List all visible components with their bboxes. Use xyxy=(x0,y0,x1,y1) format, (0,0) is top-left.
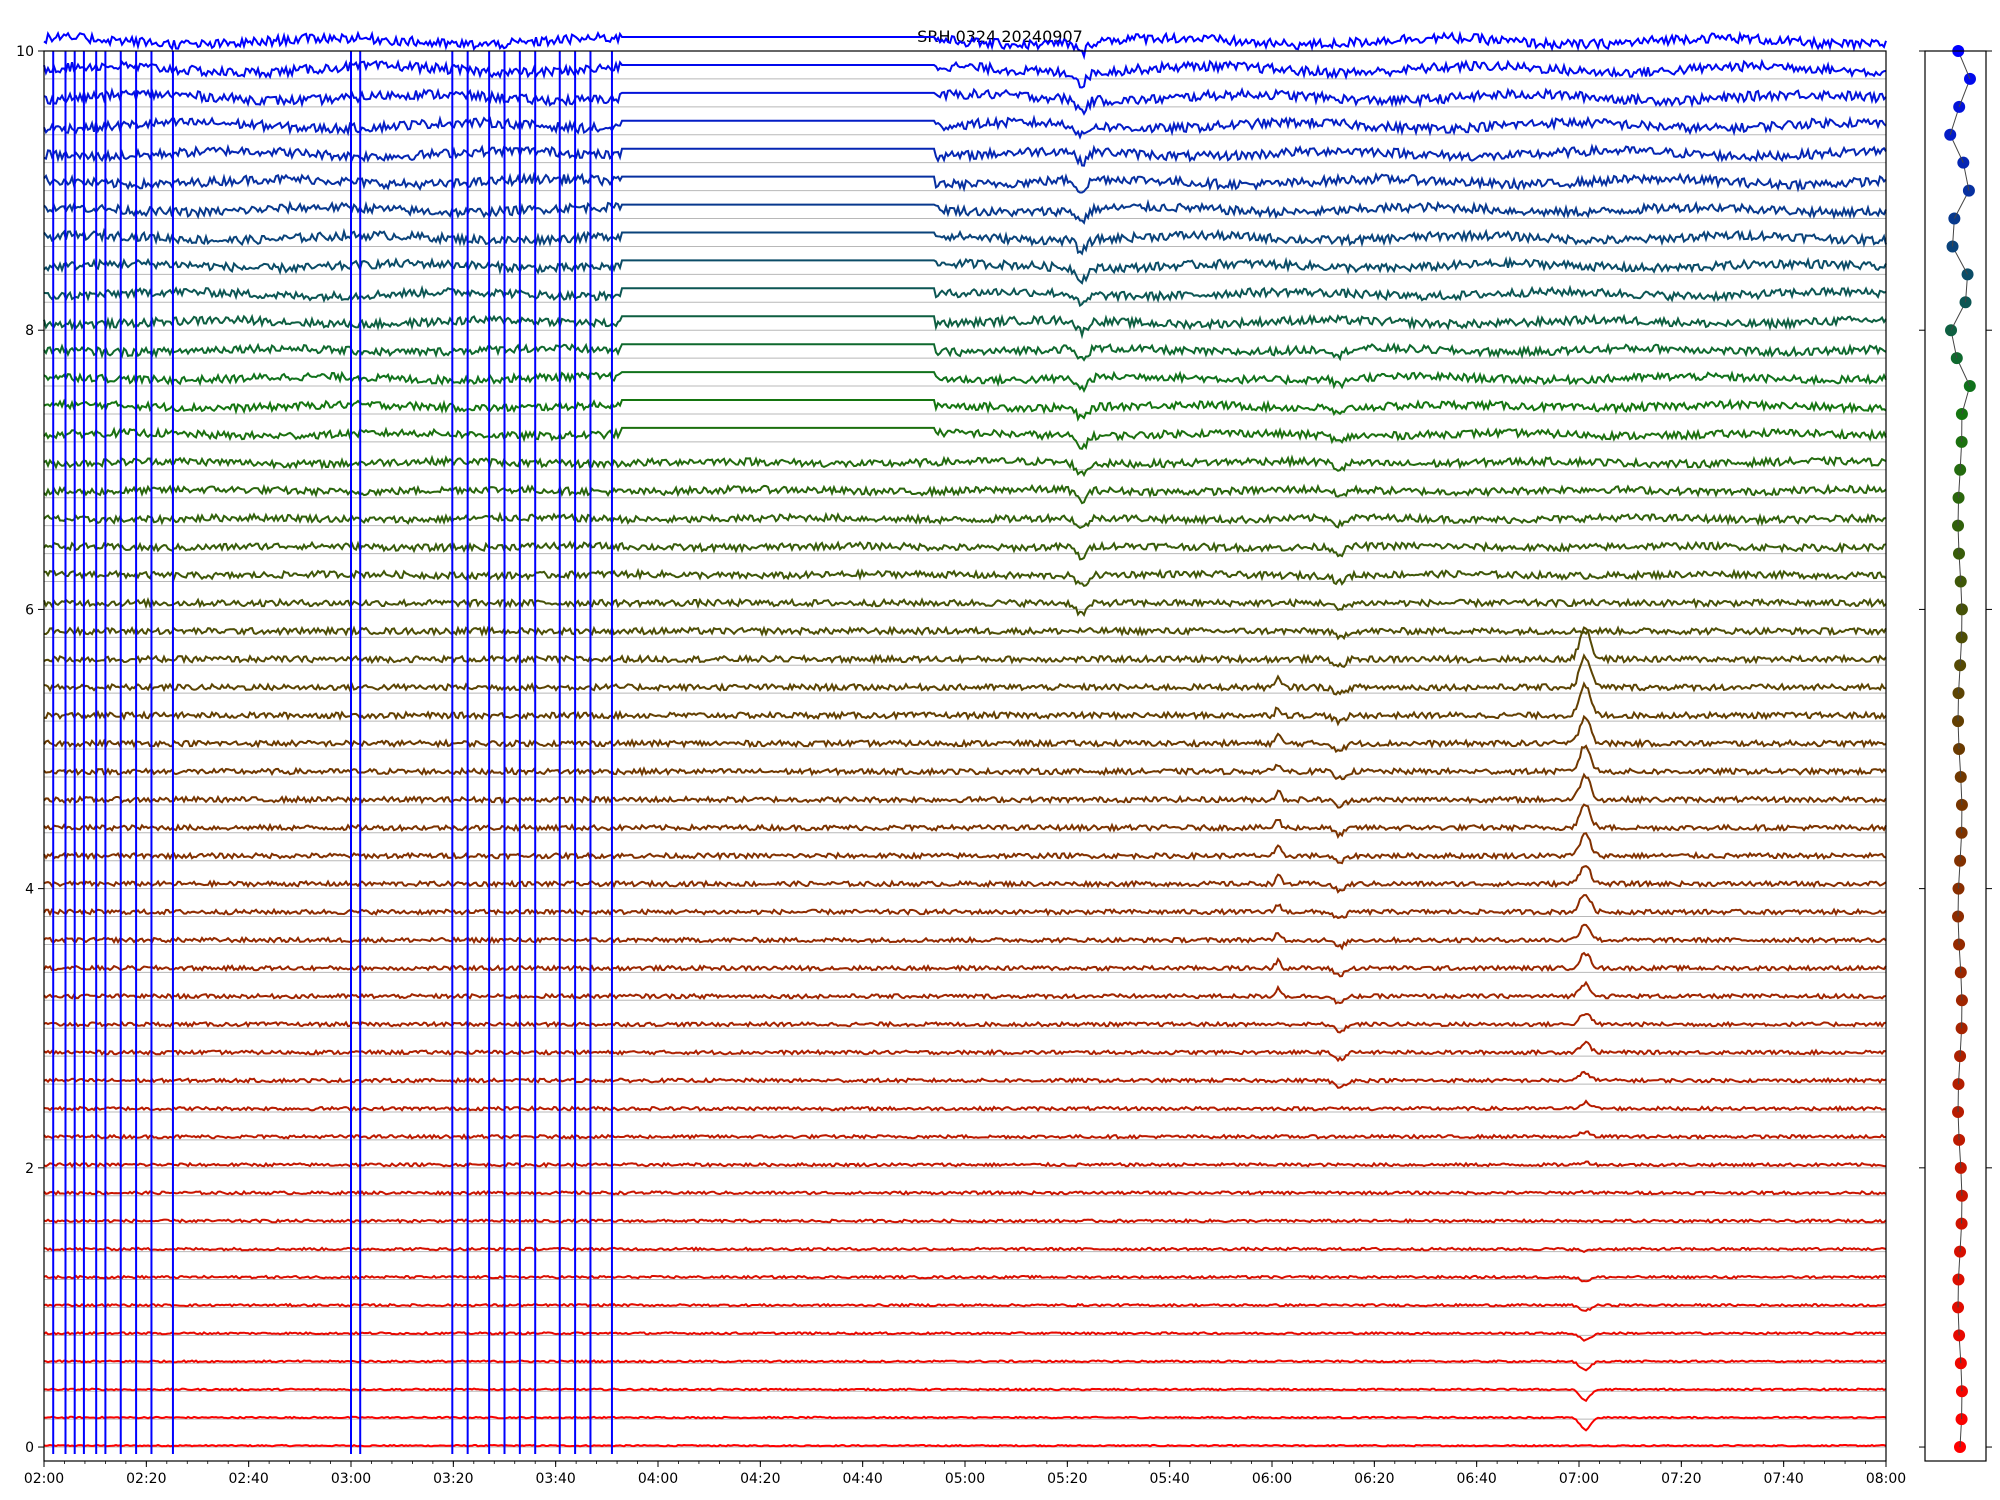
x-tick-label: 06:00 xyxy=(1252,1471,1292,1487)
trace-line xyxy=(43,1443,1887,1448)
x-tick-label: 03:20 xyxy=(433,1471,473,1487)
traces xyxy=(43,30,1887,1455)
y-tick-label: 4 xyxy=(25,882,34,898)
x-tick-label: 04:20 xyxy=(740,1471,780,1487)
side-panel xyxy=(1944,45,1976,1454)
x-tick-label: 06:40 xyxy=(1456,1471,1496,1487)
x-tick-label: 02:00 xyxy=(24,1471,64,1487)
x-tick-label: 08:00 xyxy=(1866,1471,1906,1487)
x-tick-label: 07:40 xyxy=(1763,1471,1803,1487)
x-tick-label: 02:20 xyxy=(126,1471,166,1487)
x-tick-label: 03:00 xyxy=(331,1471,371,1487)
y-tick-label: 8 xyxy=(25,323,34,339)
trace-line xyxy=(43,30,1887,61)
x-tick-label: 05:40 xyxy=(1149,1471,1189,1487)
side-axes-frame xyxy=(1924,50,1987,1462)
y-tick-label: 2 xyxy=(25,1161,34,1177)
x-tick-label: 04:40 xyxy=(842,1471,882,1487)
x-tick-label: 02:40 xyxy=(228,1471,268,1487)
y-axis: 0 2 4 6 8 10 xyxy=(16,44,1992,1456)
x-axis: 02:00 02:20 02:40 03:00 03:20 03:40 04:00 04:20… xyxy=(24,1461,1906,1487)
x-tick-label: 05:00 xyxy=(945,1471,985,1487)
y-tick-label: 10 xyxy=(16,44,34,60)
x-tick-label: 07:00 xyxy=(1559,1471,1599,1487)
x-tick-label: 07:20 xyxy=(1661,1471,1701,1487)
x-tick-label: 05:20 xyxy=(1047,1471,1087,1487)
chart-title: SRH 0324 20240907 xyxy=(917,27,1083,46)
x-tick-label: 03:40 xyxy=(535,1471,575,1487)
y-tick-label: 0 xyxy=(25,1440,34,1456)
y-tick-label: 6 xyxy=(25,602,34,618)
x-tick-label: 04:00 xyxy=(638,1471,678,1487)
x-tick-label: 06:20 xyxy=(1354,1471,1394,1487)
